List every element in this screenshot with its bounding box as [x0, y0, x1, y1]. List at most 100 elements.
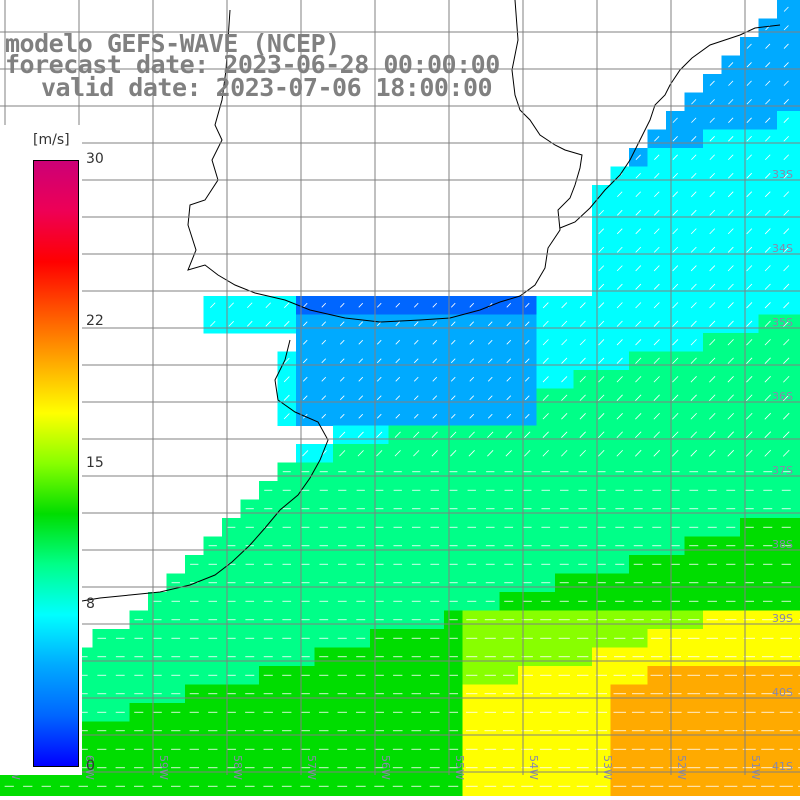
wind-arrow: [727, 191, 734, 198]
wind-arrow: [635, 191, 641, 198]
wind-arrow: [672, 357, 679, 364]
wind-cell: [795, 296, 800, 315]
wind-arrow: [450, 413, 456, 419]
wind-arrow: [505, 450, 512, 457]
wind-arrow: [487, 376, 493, 382]
wind-arrow: [672, 283, 679, 290]
wind-arrow: [635, 302, 642, 309]
wind-arrow: [358, 395, 364, 401]
wind-arrow: [690, 283, 697, 290]
wind-arrow: [487, 358, 493, 364]
wind-cell: [795, 481, 800, 500]
wind-arrow: [376, 358, 382, 364]
wind-arrow: [653, 246, 660, 253]
wind-arrow: [764, 302, 771, 309]
wind-arrow: [654, 154, 660, 160]
wind-arrow: [783, 228, 790, 235]
wind-arrow: [783, 320, 790, 327]
wind-arrow: [394, 431, 401, 438]
wind-arrow: [709, 357, 716, 364]
wind-arrow: [413, 376, 419, 382]
wind-arrow: [765, 62, 771, 68]
wind-arrow: [321, 395, 327, 401]
wind-arrow: [524, 302, 530, 308]
wind-arrow: [598, 357, 605, 364]
wind-arrow: [376, 302, 382, 308]
colorbar-tick-label: 0: [86, 758, 95, 774]
wind-arrow: [450, 339, 456, 345]
wind-arrow: [727, 357, 734, 364]
wind-cell: [795, 592, 800, 611]
wind-arrow: [728, 117, 734, 123]
wind-arrow: [709, 228, 716, 235]
wind-arrow: [524, 450, 531, 457]
wind-arrow: [635, 209, 642, 216]
wind-arrow: [690, 449, 698, 457]
wind-arrow: [635, 320, 642, 327]
wind-arrow: [783, 25, 789, 31]
wind-arrow: [450, 450, 457, 457]
wind-arrow: [321, 413, 327, 419]
wind-arrow: [413, 302, 419, 308]
wind-arrow: [728, 62, 734, 68]
wind-cell: [795, 0, 800, 19]
latitude-label: 39S: [772, 612, 793, 625]
wind-arrow: [542, 320, 549, 327]
wind-arrow: [431, 450, 438, 457]
wind-arrow: [357, 431, 364, 438]
wind-arrow: [727, 339, 734, 346]
wind-arrow: [579, 339, 586, 346]
wind-arrow: [746, 62, 752, 68]
wind-arrow: [468, 450, 475, 457]
wind-arrow: [561, 302, 568, 309]
wind-arrow: [524, 395, 530, 401]
wind-arrow: [339, 395, 345, 401]
wind-arrow: [469, 339, 475, 345]
wind-arrow: [728, 136, 734, 142]
wind-arrow: [283, 413, 290, 420]
wind-arrow: [450, 395, 456, 401]
wind-arrow: [469, 321, 475, 327]
wind-arrow: [690, 431, 697, 439]
wind-arrow: [783, 43, 789, 49]
latitude-label: 40S: [772, 686, 793, 699]
wind-arrow: [727, 283, 734, 290]
wind-arrow: [745, 431, 753, 439]
wind-cell: [795, 647, 800, 667]
wind-arrow: [709, 394, 716, 401]
wind-arrow: [432, 413, 438, 419]
wind-arrow: [764, 283, 771, 290]
wind-arrow: [468, 431, 475, 438]
wind-arrow: [709, 431, 716, 439]
wind-arrow: [746, 43, 752, 49]
wind-arrow: [598, 283, 605, 290]
wind-arrow: [339, 450, 346, 457]
wind-arrow: [542, 376, 549, 383]
wind-arrow: [746, 339, 753, 346]
wind-arrow: [709, 209, 716, 216]
wind-arrow: [506, 376, 512, 382]
title-valid-date: valid date: 2023-07-06 18:00:00: [41, 73, 493, 102]
wind-arrow: [358, 413, 364, 419]
wind-arrow: [783, 209, 790, 216]
wind-arrow: [579, 357, 586, 364]
wind-arrow: [653, 357, 660, 364]
wind-arrow: [561, 449, 568, 457]
wind-arrow: [413, 321, 419, 327]
wind-cell: [795, 277, 800, 297]
wind-arrow: [691, 117, 697, 123]
wind-arrow: [782, 431, 790, 439]
colorbar-tick-label: 30: [86, 151, 104, 167]
wind-arrow: [635, 339, 642, 346]
wind-cell: [795, 55, 800, 75]
wind-arrow: [579, 320, 586, 327]
wind-arrow: [746, 394, 753, 402]
wind-arrow: [783, 265, 790, 272]
wind-arrow: [339, 339, 345, 345]
wind-arrow: [672, 117, 678, 123]
wind-arrow: [764, 357, 771, 364]
wind-arrow: [413, 395, 419, 401]
wind-arrow: [413, 450, 420, 457]
wind-arrow: [524, 413, 530, 419]
wind-arrow: [783, 80, 789, 86]
